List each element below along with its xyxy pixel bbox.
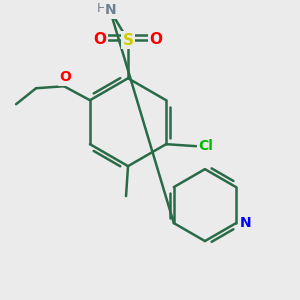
Text: N: N	[239, 216, 251, 230]
Text: O: O	[59, 70, 71, 84]
Text: O: O	[94, 32, 106, 47]
Text: H: H	[96, 2, 106, 15]
Text: S: S	[122, 33, 134, 48]
Text: N: N	[105, 3, 117, 17]
Text: O: O	[149, 32, 163, 47]
Text: Cl: Cl	[199, 139, 214, 153]
